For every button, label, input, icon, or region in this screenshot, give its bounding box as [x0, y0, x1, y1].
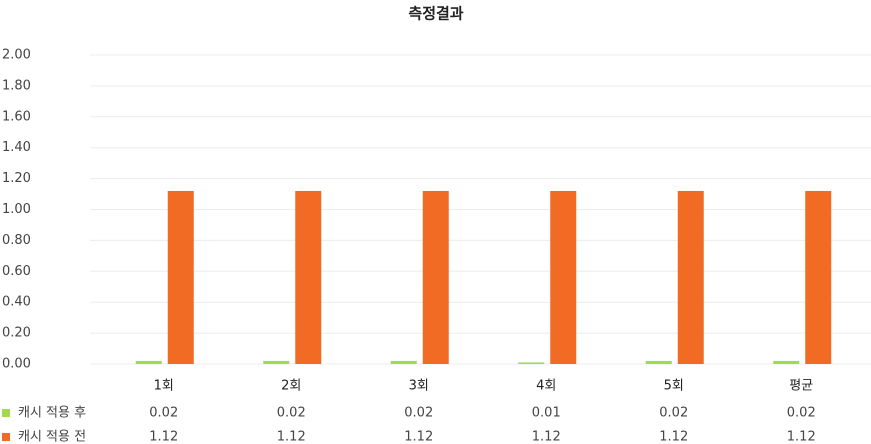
bar: [773, 360, 800, 364]
y-tick-label: 0.00: [2, 357, 31, 372]
y-tick-label: 0.60: [2, 264, 31, 279]
table-value: 1.12: [404, 430, 433, 444]
y-tick-label: 0.40: [2, 295, 31, 310]
x-tick-label: 1회: [154, 379, 174, 394]
bar: [677, 190, 704, 364]
table-value: 0.02: [404, 406, 433, 421]
y-tick-label: 0.20: [2, 326, 31, 341]
x-tick-label: 3회: [409, 379, 429, 394]
y-tick-label: 0.80: [2, 233, 31, 248]
legend-label: 캐시 적용 전: [18, 430, 86, 444]
bar: [263, 360, 290, 364]
y-tick-label: 1.20: [2, 171, 31, 186]
table-value: 1.12: [787, 430, 816, 444]
bar: [135, 360, 162, 364]
x-tick-label: 평균: [789, 379, 813, 394]
table-value: 1.12: [277, 430, 306, 444]
chart-title: 측정결과: [408, 5, 463, 23]
legend-swatch: [2, 433, 10, 441]
x-tick-label: 5회: [664, 379, 684, 394]
y-tick-label: 1.00: [2, 202, 31, 217]
y-tick-label: 2.00: [2, 48, 31, 63]
bar: [295, 190, 322, 364]
x-tick-label: 4회: [536, 379, 556, 394]
table-value: 0.02: [149, 406, 178, 421]
x-tick-label: 2회: [281, 379, 301, 394]
table-value: 0.02: [659, 406, 688, 421]
table-value: 1.12: [659, 430, 688, 444]
bar: [645, 360, 672, 364]
y-tick-label: 1.40: [2, 140, 31, 155]
bar: [390, 360, 417, 364]
bar: [805, 190, 832, 364]
table-value: 1.12: [532, 430, 561, 444]
bar: [167, 190, 194, 364]
y-tick-label: 1.60: [2, 109, 31, 124]
legend-swatch: [2, 409, 10, 417]
bar: [422, 190, 449, 364]
bar: [518, 362, 545, 364]
y-tick-label: 1.80: [2, 78, 31, 93]
table-value: 0.02: [277, 406, 306, 421]
bar: [550, 190, 577, 364]
legend-label: 캐시 적용 후: [18, 406, 86, 421]
table-value: 0.02: [787, 406, 816, 421]
table-value: 1.12: [149, 430, 178, 444]
table-value: 0.01: [532, 406, 561, 421]
